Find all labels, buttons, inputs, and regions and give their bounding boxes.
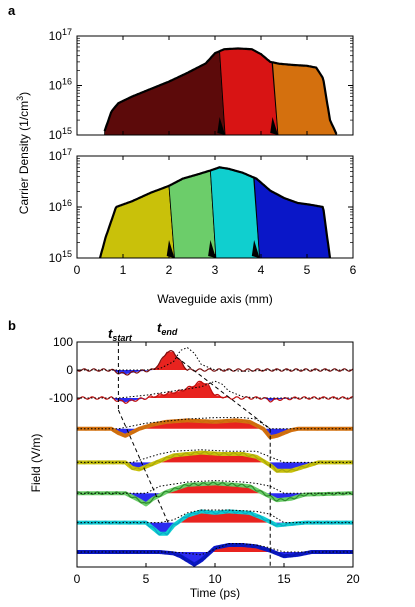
x-tick-label: 20 <box>346 572 360 586</box>
panel-a-top-plot: 1017 1016 1015 <box>49 27 354 142</box>
density-envelope <box>103 47 338 135</box>
t-end-label: tend <box>157 320 178 337</box>
field-positive-fill <box>77 452 353 463</box>
y-tick-label: -100 <box>49 391 73 405</box>
field-positive-fill <box>77 420 353 429</box>
field-positive-fill <box>77 483 353 494</box>
field-positive-fill <box>77 511 353 523</box>
field-positive-fill <box>77 351 353 370</box>
x-tick-label: 15 <box>277 572 291 586</box>
x-tick-label: 0 <box>74 572 81 586</box>
x-tick-label: 10 <box>208 572 222 586</box>
field-trace <box>77 481 353 504</box>
density-boundary-shadow <box>217 117 226 135</box>
x-tick-label: 2 <box>166 263 173 277</box>
t-end-diagonal-guide <box>176 356 271 430</box>
field-trace <box>77 450 353 473</box>
reference-trace-dotted <box>77 449 353 463</box>
field-trace <box>77 418 353 439</box>
field-trace <box>77 380 353 404</box>
field-trace <box>77 509 353 536</box>
y-tick-label: 1017 <box>49 27 72 43</box>
y-tick-label: 1016 <box>49 77 72 93</box>
density-boundary-shadow <box>166 240 175 258</box>
y-tick-label: 1015 <box>49 126 72 142</box>
field-negative-fill <box>77 493 353 505</box>
field-trace <box>77 543 353 567</box>
density-boundary-shadow <box>270 117 278 135</box>
density-region <box>253 176 331 258</box>
panel-b-plot: 100 0 -100 0 5 10 15 20 <box>49 335 360 586</box>
x-tick-label: 1 <box>120 263 127 277</box>
density-region <box>104 50 226 135</box>
panel-b-letter: b <box>8 318 16 333</box>
x-tick-label: 0 <box>74 263 81 277</box>
reference-trace-dotted <box>77 417 353 430</box>
field-trace-halo <box>77 543 353 567</box>
panel-b-x-axis-label: Time (ps) <box>190 586 240 600</box>
density-envelope <box>98 166 332 258</box>
y-tick-label: 1015 <box>49 249 72 265</box>
density-region <box>209 166 261 258</box>
reference-trace-dotted <box>77 347 353 372</box>
x-tick-label: 5 <box>304 263 311 277</box>
density-region <box>168 169 217 258</box>
x-tick-label: 3 <box>212 263 219 277</box>
y-tick-label: 0 <box>66 363 73 377</box>
y-tick-label: 1017 <box>49 147 72 163</box>
x-tick-label: 5 <box>143 572 150 586</box>
x-tick-label: 6 <box>350 263 357 277</box>
density-boundary-shadow <box>208 240 216 258</box>
reference-trace-dotted <box>77 380 353 399</box>
reference-trace-dotted <box>77 509 353 524</box>
panel-a-letter: a <box>8 3 16 18</box>
panel-a-x-axis-label: Waveguide axis (mm) <box>157 292 273 306</box>
reference-trace-dotted <box>77 543 353 556</box>
panel-b-y-axis-label: Field (V/m) <box>29 434 43 493</box>
reference-trace-dotted <box>77 480 353 494</box>
density-boundary-shadow <box>251 240 260 258</box>
panel-a-y-axis-label: Carrier Density (1/cm3) <box>15 92 31 214</box>
t-start-label: tstart <box>108 326 133 343</box>
field-trace <box>77 349 353 376</box>
y-tick-label: 1016 <box>49 198 72 214</box>
y-tick-label: 100 <box>53 335 73 349</box>
x-tick-label: 4 <box>258 263 265 277</box>
